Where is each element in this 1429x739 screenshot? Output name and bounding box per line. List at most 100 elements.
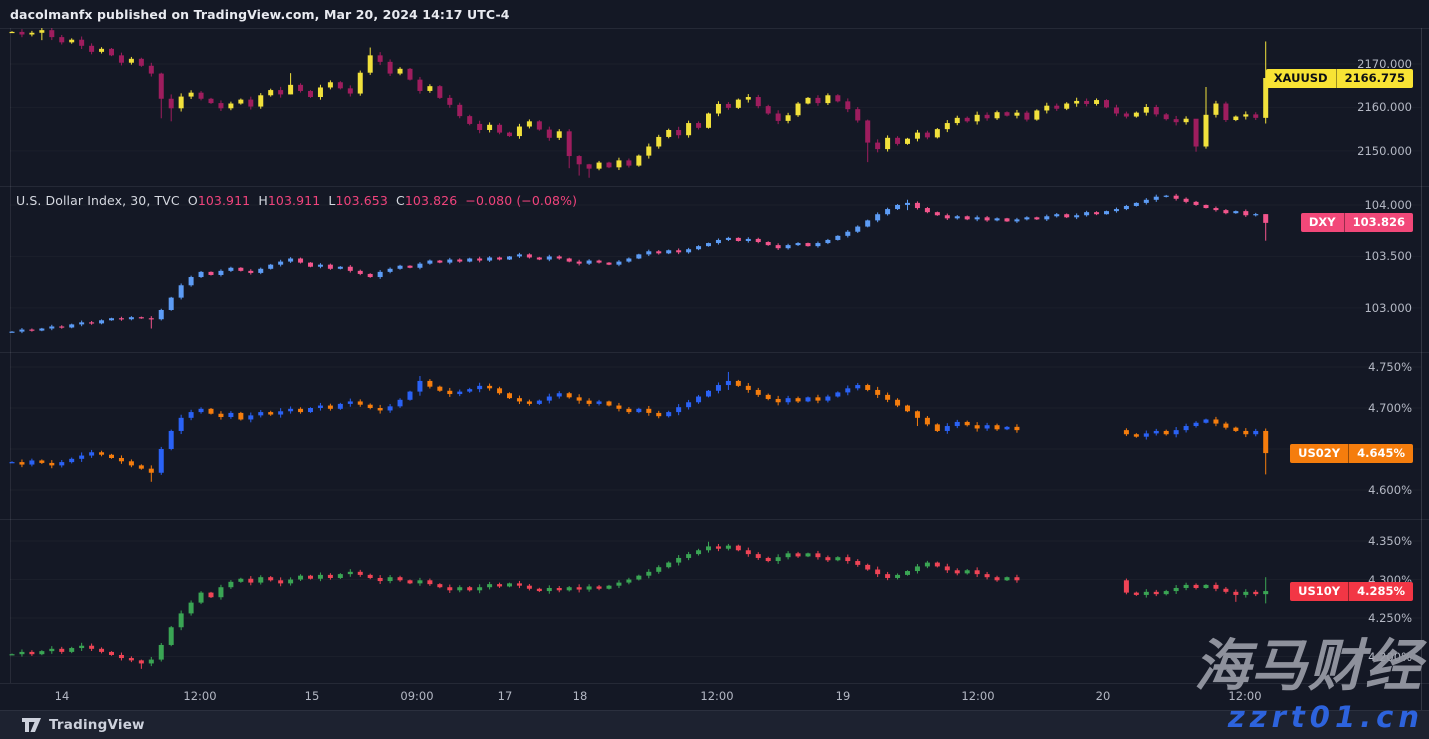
candle-dxy <box>536 257 542 260</box>
candle-xauusd <box>357 72 363 94</box>
candle-us02y <box>1123 430 1129 435</box>
candle-us10y <box>636 575 642 580</box>
candle-us10y <box>208 592 214 598</box>
candle-us02y <box>1133 434 1139 437</box>
candle-xauusd <box>566 131 572 157</box>
candle-us10y <box>1014 577 1020 581</box>
candle-us02y <box>138 465 144 469</box>
candle-us10y <box>178 613 184 628</box>
candle-us02y <box>546 396 552 401</box>
candle-us10y <box>497 584 503 587</box>
candle-dxy <box>964 216 970 220</box>
candle-us02y <box>924 417 930 425</box>
candle-dxy <box>427 260 433 264</box>
candle-us02y <box>656 412 662 417</box>
candle-us02y <box>616 405 622 409</box>
candle-us02y <box>606 401 612 406</box>
candle-us02y <box>337 403 343 409</box>
candle-us10y <box>109 651 114 655</box>
candle-us02y <box>1213 419 1219 424</box>
candle-us02y <box>974 425 980 429</box>
legend-text: L <box>320 193 336 208</box>
candle-xauusd <box>835 95 841 102</box>
candle-us02y <box>178 417 184 431</box>
candle-dxy <box>178 285 184 298</box>
candle-us02y <box>99 452 105 455</box>
candle-dxy <box>755 238 761 243</box>
panel-divider-2 <box>0 352 1429 353</box>
candle-us02y <box>805 397 811 402</box>
candle-us02y <box>755 389 761 395</box>
candle-xauusd <box>228 103 234 109</box>
candle-us10y <box>477 587 483 591</box>
time-tick: 09:00 <box>400 689 434 703</box>
candle-us10y <box>1153 591 1159 595</box>
candle-xauusd <box>118 55 124 63</box>
candle-dxy <box>1044 216 1050 220</box>
candle-xauusd <box>785 115 791 121</box>
candle-us02y <box>775 398 781 403</box>
candle-us10y <box>1233 591 1239 595</box>
candle-us10y <box>984 574 990 578</box>
candle-xauusd <box>148 65 154 74</box>
candle-us10y <box>914 566 920 572</box>
candle-xauusd <box>676 130 682 136</box>
tradingview-logo-icon[interactable] <box>22 718 41 732</box>
candle-xauusd <box>109 48 114 56</box>
candle-dxy <box>19 329 25 332</box>
candle-us10y <box>785 553 791 558</box>
candle-dxy <box>278 261 284 265</box>
candle-dxy <box>775 245 781 249</box>
candle-us02y <box>1153 430 1159 434</box>
candle-xauusd <box>696 123 702 128</box>
time-axis[interactable]: 14 12:00 15 09:00 17 18 12:00 19 12:00 20 12:00 <box>0 683 1429 710</box>
candle-us02y <box>487 385 493 389</box>
candle-xauusd <box>905 138 910 144</box>
candle-us10y <box>507 583 512 587</box>
candle-dxy <box>1123 205 1129 210</box>
candle-us10y <box>536 588 542 592</box>
candle-us10y <box>725 545 731 549</box>
candle-xauusd <box>1183 118 1189 123</box>
candle-us10y <box>805 553 811 557</box>
candle-dxy <box>188 277 194 286</box>
candle-us02y <box>1143 433 1149 437</box>
candle-us10y <box>855 561 861 565</box>
candle-us10y <box>825 557 831 561</box>
candle-xauusd <box>158 73 164 99</box>
candle-us02y <box>516 398 522 402</box>
candle-us02y <box>79 455 85 459</box>
candle-xauusd <box>218 103 224 109</box>
plot-left-border <box>10 28 11 683</box>
candle-xauusd <box>775 113 781 121</box>
candle-us10y <box>89 645 95 649</box>
panel-divider-3 <box>0 519 1429 520</box>
candle-us10y <box>238 578 244 582</box>
candle-xauusd <box>268 90 274 96</box>
candle-dxy <box>805 243 811 247</box>
candle-us10y <box>875 569 881 575</box>
legend-text: U.S. Dollar Index, 30, TVC <box>16 193 180 208</box>
candle-xauusd <box>188 92 194 97</box>
tradingview-brand-text[interactable]: TradingView <box>49 717 145 733</box>
candle-dxy <box>735 237 741 241</box>
candle-us10y <box>397 577 403 581</box>
candle-us02y <box>1203 419 1209 423</box>
dxy-legend-row[interactable]: U.S. Dollar Index, 30, TVC O103.911 H103… <box>16 193 577 208</box>
candle-dxy <box>1104 211 1109 215</box>
candle-us10y <box>39 651 45 655</box>
candle-xauusd <box>706 113 711 128</box>
candle-dxy <box>616 261 622 265</box>
candle-xauusd <box>467 116 473 124</box>
legend-text: 103.911 <box>197 193 251 208</box>
candle-us02y <box>765 394 771 399</box>
candle-us02y <box>19 462 25 465</box>
candle-xauusd <box>1004 112 1010 116</box>
candle-xauusd <box>735 99 741 108</box>
candle-xauusd <box>556 131 562 138</box>
candle-us02y <box>845 388 851 393</box>
candle-xauusd <box>815 97 821 104</box>
candle-dxy <box>268 264 274 269</box>
candle-xauusd <box>248 99 254 107</box>
